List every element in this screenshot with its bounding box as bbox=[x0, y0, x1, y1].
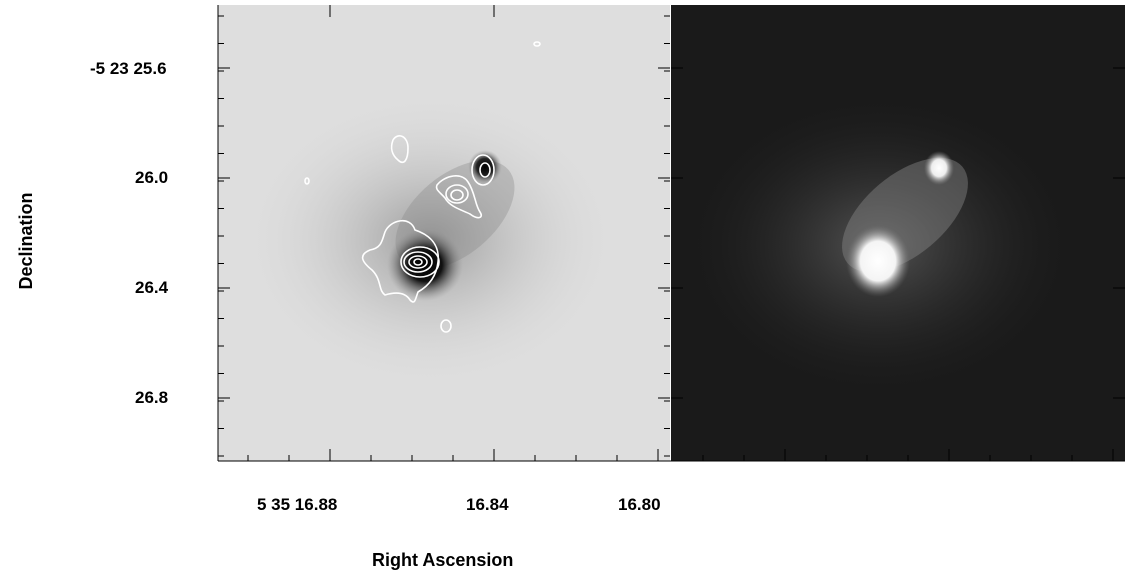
right-panel bbox=[671, 5, 1125, 461]
right-main-source bbox=[846, 225, 910, 297]
x-tick-label: 16.80 bbox=[618, 495, 661, 514]
contour bbox=[471, 154, 495, 186]
y-tick-label: 26.8 bbox=[135, 388, 168, 407]
y-tick-label: 26.4 bbox=[135, 278, 169, 297]
contour bbox=[435, 175, 483, 219]
left-panel bbox=[218, 5, 670, 461]
y-tick-label: -5 23 25.6 bbox=[90, 59, 167, 78]
contour bbox=[304, 177, 310, 185]
inner-ticks bbox=[329, 5, 1125, 457]
x-ticks-right-panel bbox=[702, 449, 1114, 461]
x-tick-label: 5 35 16.88 bbox=[257, 495, 337, 514]
contour bbox=[413, 258, 423, 266]
contour bbox=[440, 319, 452, 333]
contour bbox=[390, 135, 409, 164]
contour bbox=[450, 189, 464, 201]
contour bbox=[445, 184, 469, 204]
contour bbox=[403, 251, 433, 273]
x-axis-title: Right Ascension bbox=[372, 550, 513, 570]
right-secondary-source bbox=[924, 151, 954, 185]
y-axis-title: Declination bbox=[16, 192, 36, 289]
y-tick-label: 26.0 bbox=[135, 168, 168, 187]
contour bbox=[400, 246, 440, 278]
contour bbox=[479, 162, 491, 178]
x-tick-label: 16.84 bbox=[466, 495, 509, 514]
y-major-ticks bbox=[218, 15, 230, 457]
contour bbox=[408, 255, 428, 269]
contour bbox=[533, 41, 541, 47]
contours bbox=[304, 41, 541, 333]
contour bbox=[361, 220, 440, 303]
x-ticks-left-panel bbox=[247, 449, 659, 461]
axes bbox=[217, 5, 1125, 462]
